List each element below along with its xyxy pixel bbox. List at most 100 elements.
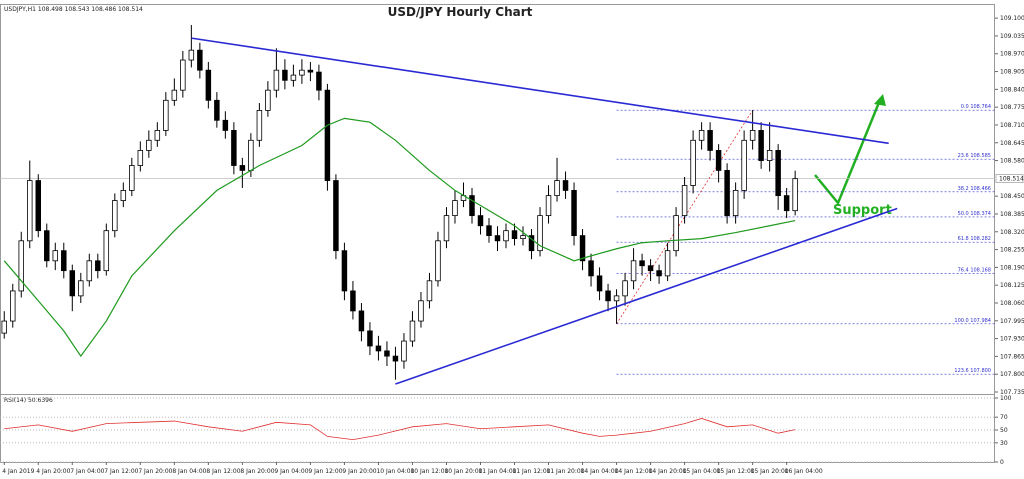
fib-label: 123.6 107.800 bbox=[954, 368, 991, 374]
candle-body bbox=[78, 280, 84, 297]
x-tick-label: 4 Jan 2019 bbox=[2, 468, 34, 475]
candle-body bbox=[494, 235, 501, 242]
candle-body bbox=[44, 230, 50, 262]
rsi-tick-label: 50 bbox=[1000, 427, 1008, 434]
x-tick-label: 11 Jan 04:00 bbox=[478, 468, 516, 475]
y-tick-label: 107.865 bbox=[1000, 353, 1024, 360]
candle-body bbox=[384, 350, 390, 357]
candle-body bbox=[664, 250, 671, 277]
candle-body bbox=[214, 99, 220, 121]
rsi-tick-label: 100 bbox=[1000, 395, 1012, 402]
y-tick-label: 108.580 bbox=[1000, 158, 1024, 165]
candle-body bbox=[316, 71, 322, 91]
candle-body bbox=[622, 280, 628, 297]
moving-average bbox=[3, 117, 796, 358]
x-tick-label: 11 Jan 12:00 bbox=[513, 468, 551, 475]
candle-body bbox=[511, 230, 518, 240]
candle-body bbox=[724, 170, 730, 217]
x-tick-label: 11 Jan 20:00 bbox=[547, 468, 585, 475]
x-tick-label: 9 Jan 20:00 bbox=[342, 468, 376, 475]
x-tick-label: 9 Jan 12:00 bbox=[308, 468, 342, 475]
fib-label: 76.4 108.168 bbox=[958, 267, 991, 273]
candle-body bbox=[146, 139, 152, 151]
candle-body bbox=[1, 320, 7, 334]
candle-body bbox=[681, 185, 688, 217]
candle-body bbox=[537, 215, 543, 252]
candle-body bbox=[341, 250, 348, 292]
y-tick-label: 108.385 bbox=[1000, 211, 1024, 218]
candle-body bbox=[741, 139, 747, 191]
x-tick-label: 8 Jan 20:00 bbox=[240, 468, 274, 475]
x-tick-label: 14 Jan 12:00 bbox=[615, 468, 653, 475]
y-tick-label: 108.645 bbox=[1000, 140, 1024, 147]
candle-body bbox=[435, 240, 441, 282]
candle-body bbox=[375, 345, 382, 352]
candle-body bbox=[52, 250, 59, 262]
x-tick-label: 9 Jan 04:00 bbox=[274, 468, 308, 475]
candle-body bbox=[282, 69, 288, 81]
candle-body bbox=[571, 190, 577, 237]
candle-body bbox=[239, 165, 246, 171]
candle-body bbox=[452, 200, 458, 217]
candle-body bbox=[18, 240, 24, 292]
candle-body bbox=[205, 69, 212, 101]
fib-label: 38.2 108.466 bbox=[958, 186, 991, 192]
current-price-label: 108.514 bbox=[999, 176, 1024, 183]
candle-body bbox=[766, 150, 773, 161]
candle-body bbox=[443, 215, 450, 242]
candle-body bbox=[596, 275, 603, 292]
x-tick-label: 7 Jan 12:00 bbox=[104, 468, 138, 475]
candle-body bbox=[324, 89, 331, 181]
x-tick-label: 15 Jan 04:00 bbox=[683, 468, 721, 475]
candle-body bbox=[163, 99, 169, 131]
arrow bbox=[814, 99, 882, 206]
candle-body bbox=[299, 69, 305, 76]
y-tick-label: 108.320 bbox=[1000, 229, 1024, 236]
annotation: Support bbox=[833, 203, 892, 218]
candle-body bbox=[732, 190, 739, 217]
trendline bbox=[191, 37, 889, 145]
candle-body bbox=[715, 150, 722, 171]
candle-body bbox=[333, 180, 339, 252]
x-tick-label: 14 Jan 20:00 bbox=[649, 468, 687, 475]
fib-label: 0.0 108.764 bbox=[961, 104, 991, 110]
candle-body bbox=[137, 150, 144, 166]
x-tick-label: 10 Jan 20:00 bbox=[444, 468, 482, 475]
candle-body bbox=[698, 130, 705, 141]
candle-body bbox=[273, 69, 280, 91]
fib-label: 61.8 108.282 bbox=[958, 236, 991, 242]
candle-body bbox=[690, 139, 696, 186]
y-tick-label: 108.255 bbox=[1000, 247, 1024, 254]
x-tick-label: 8 Jan 04:00 bbox=[172, 468, 206, 475]
candle-body bbox=[10, 290, 16, 322]
x-tick-label: 10 Jan 04:00 bbox=[376, 468, 414, 475]
rsi-tick-label: 30 bbox=[1000, 440, 1008, 447]
candle-body bbox=[35, 180, 42, 232]
y-tick-label: 107.735 bbox=[1000, 389, 1024, 396]
x-tick-label: 8 Jan 12:00 bbox=[206, 468, 240, 475]
candle-body bbox=[630, 260, 637, 282]
y-tick-label: 109.035 bbox=[1000, 33, 1024, 40]
candle-body bbox=[248, 139, 254, 171]
candle-body bbox=[545, 195, 552, 217]
y-tick-label: 108.905 bbox=[1000, 69, 1024, 76]
y-tick-label: 109.100 bbox=[1000, 15, 1024, 22]
candle-body bbox=[707, 130, 713, 151]
candle-body bbox=[783, 195, 790, 212]
current-price-box bbox=[995, 174, 1024, 183]
y-tick-label: 108.710 bbox=[1000, 122, 1024, 129]
candle-body bbox=[180, 59, 186, 91]
chart-title: USD/JPY Hourly Chart bbox=[388, 5, 533, 19]
rsi-tick-label: 0 bbox=[1000, 459, 1004, 466]
candle-body bbox=[418, 300, 424, 322]
frame bbox=[0, 4, 995, 463]
candle-body bbox=[426, 280, 433, 302]
candle-body bbox=[367, 330, 373, 347]
x-tick-label: 10 Jan 12:00 bbox=[410, 468, 448, 475]
candle-body bbox=[562, 180, 569, 191]
candle-body bbox=[103, 230, 110, 272]
candle-body bbox=[520, 235, 526, 240]
candle-body bbox=[392, 355, 399, 362]
candle-body bbox=[775, 150, 781, 197]
candle-body bbox=[401, 340, 407, 362]
